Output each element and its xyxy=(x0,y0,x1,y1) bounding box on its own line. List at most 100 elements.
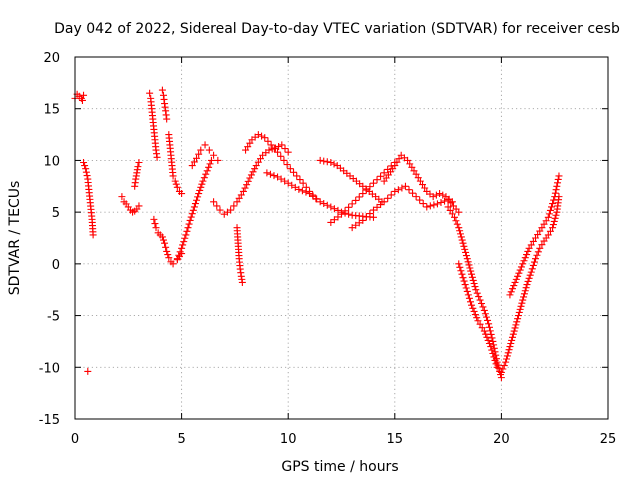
data-point-arc-8.5h xyxy=(277,152,285,160)
data-point-decline-18-20h-b xyxy=(482,330,490,338)
data-point-rise-5.5h xyxy=(201,141,209,149)
data-point-band-9-13h xyxy=(302,188,310,196)
data-point-outlier xyxy=(84,367,92,375)
data-point-recovery-20-22.7h xyxy=(549,221,557,229)
data-point-recovery-20-22.7h xyxy=(525,274,533,282)
data-point-crossing-12h xyxy=(348,200,356,208)
data-point-hump-6-9h xyxy=(241,184,249,192)
data-point-recovery-20-22.7h xyxy=(505,346,513,354)
data-point-recovery-20.5-22.7h-b xyxy=(517,263,525,271)
data-point-arc-15h xyxy=(432,191,440,199)
data-point-recovery-20-22.7h xyxy=(508,336,516,344)
data-point-rise-5h xyxy=(186,216,194,224)
data-point-early xyxy=(78,96,86,104)
data-point-rise-5h xyxy=(175,251,183,259)
data-point-hump-6-9h xyxy=(249,168,257,176)
data-point-recovery-20-22.7h xyxy=(514,312,522,320)
data-point-recovery-20-22.7h xyxy=(497,368,505,376)
data-point-crossing-12h xyxy=(377,172,385,180)
plot-frame xyxy=(74,56,609,420)
data-point-decline-17-20h xyxy=(486,327,494,335)
data-point-seg-3.7h-down xyxy=(161,239,169,247)
data-point-arc-8.5h xyxy=(290,168,298,176)
data-point-decline-18-20h-b xyxy=(466,298,474,306)
data-point-decline-17-20h xyxy=(457,233,465,241)
data-point-decline-17-20h xyxy=(472,286,480,294)
data-point-recovery-20.5-22.7h-b xyxy=(554,179,562,187)
data-point-rise-5h xyxy=(196,186,204,194)
data-point-band-9-13h xyxy=(277,175,285,183)
data-point-crossing-13h xyxy=(441,197,449,205)
data-point-rise-5h xyxy=(190,203,198,211)
data-point-seg-3.5h xyxy=(153,153,161,161)
data-point-recovery-20-22.7h xyxy=(504,349,512,357)
data-point-decline-18-20h-b xyxy=(493,363,501,371)
data-point-recovery-20-22.7h xyxy=(519,296,527,304)
data-point-recovery-20.5-22.7h-b xyxy=(551,189,559,197)
data-point-arc-8.5h xyxy=(254,131,262,139)
data-point-recovery-20-22.7h xyxy=(508,333,516,341)
data-point-rise-5h xyxy=(199,177,207,185)
data-point-recovery-20.5-22.7h-b xyxy=(548,203,556,211)
data-point-crossing-13h xyxy=(430,201,438,209)
data-point-early-drop xyxy=(89,231,97,239)
data-point-crossing-12h xyxy=(330,216,338,224)
data-point-decline-17-20h xyxy=(478,300,486,308)
chart-title: Day 042 of 2022, Sidereal Day-to-day VTE… xyxy=(54,21,620,37)
y-tick-label: -10 xyxy=(39,361,60,376)
data-point-crossing-13h xyxy=(380,198,388,206)
data-point-band-9-13h xyxy=(266,170,274,178)
data-point-recovery-20-22.7h xyxy=(538,241,546,249)
data-point-decline-18-20h-b xyxy=(490,353,498,361)
data-point-band-9-13h xyxy=(320,200,328,208)
data-point-band-9-13h xyxy=(369,213,377,221)
data-point-recovery-20.5-22.7h-b xyxy=(549,200,557,208)
data-point-arc-8.5h xyxy=(299,179,307,187)
x-tick-label: 10 xyxy=(280,432,297,447)
data-point-band-9-13h xyxy=(306,190,314,198)
data-point-recovery-20-22.7h xyxy=(520,293,528,301)
data-point-rise-5h xyxy=(207,156,215,164)
data-point-decline-17-20h xyxy=(481,310,489,318)
data-point-crossing-12h xyxy=(355,193,363,201)
data-point-seg-3.7h-down xyxy=(165,254,173,262)
data-point-recovery-20.5-22.7h-b xyxy=(550,196,558,204)
data-point-crossing-12h xyxy=(345,203,353,211)
data-point-rise-5h xyxy=(187,213,195,221)
data-point-seg-3.5h xyxy=(146,89,154,97)
data-point-decline-18-20h-b xyxy=(473,314,481,322)
data-point-seg-3.7h-down xyxy=(159,236,167,244)
data-point-arc-8.5h xyxy=(270,145,278,153)
data-point-crossing-13h xyxy=(405,186,413,194)
data-point-decline-17-20h xyxy=(461,245,469,253)
data-point-rise-5h xyxy=(197,183,205,191)
data-point-decline-17-20h xyxy=(463,255,471,263)
data-point-early xyxy=(80,91,88,99)
data-point-arc-15h xyxy=(448,198,456,206)
data-point-decline-17-20h xyxy=(456,227,464,235)
data-point-crossing-13h xyxy=(398,184,406,192)
data-point-crossing-12h xyxy=(338,210,345,218)
data-point-recovery-20.5-22.7h-b xyxy=(507,288,515,296)
x-tick-label: 20 xyxy=(493,432,510,447)
data-point-decline-18-20h-b xyxy=(459,274,467,282)
data-point-crossing-13h xyxy=(362,213,370,221)
data-point-band-9-13h xyxy=(327,203,335,211)
data-point-recovery-20.5-22.7h-b xyxy=(520,257,528,265)
data-point-recovery-20-22.7h xyxy=(534,248,542,256)
data-point-recovery-20-22.7h xyxy=(511,324,519,332)
data-point-band-9-13h xyxy=(313,195,321,203)
data-point-recovery-20-22.7h xyxy=(524,277,532,285)
data-point-band-9-13h xyxy=(291,183,299,191)
data-point-seg-3.7h-down xyxy=(163,247,171,255)
data-point-recovery-20-22.7h xyxy=(521,287,529,295)
data-point-recovery-20-22.7h xyxy=(506,343,514,351)
data-point-hump-6-9h xyxy=(230,202,238,210)
data-points xyxy=(71,86,563,382)
data-point-crossing-13h xyxy=(433,200,441,208)
data-point-crossing-13h xyxy=(352,221,360,229)
data-point-early-drop xyxy=(83,172,91,180)
x-axis-label: GPS time / hours xyxy=(281,459,398,475)
data-point-crossing-13h xyxy=(373,203,381,211)
